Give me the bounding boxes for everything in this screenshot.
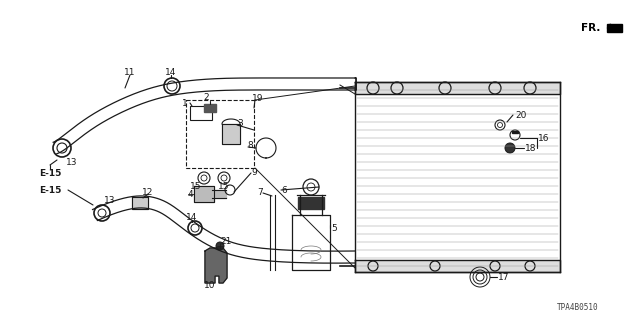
- Text: 15: 15: [190, 181, 202, 190]
- Text: 18: 18: [525, 143, 536, 153]
- Text: 16: 16: [538, 133, 550, 142]
- Text: 14: 14: [165, 68, 177, 76]
- Bar: [190, 106, 212, 120]
- Text: 8: 8: [247, 140, 253, 149]
- Polygon shape: [222, 124, 240, 144]
- Text: FR.: FR.: [580, 23, 600, 33]
- Polygon shape: [355, 82, 560, 94]
- Polygon shape: [512, 131, 518, 133]
- Bar: [186, 100, 254, 168]
- Circle shape: [216, 242, 224, 250]
- Text: 3: 3: [237, 118, 243, 127]
- Text: E-15: E-15: [39, 169, 61, 178]
- Polygon shape: [607, 24, 622, 32]
- Polygon shape: [212, 190, 226, 198]
- Text: E-15: E-15: [39, 186, 61, 195]
- Text: 13: 13: [104, 196, 116, 204]
- Text: 21: 21: [220, 236, 232, 245]
- Text: 4: 4: [187, 189, 193, 198]
- Text: 20: 20: [515, 110, 526, 119]
- Circle shape: [505, 143, 515, 153]
- Text: 7: 7: [257, 188, 263, 196]
- Text: 2: 2: [203, 92, 209, 101]
- Text: TPA4B0510: TPA4B0510: [557, 302, 599, 311]
- Text: 10: 10: [204, 281, 216, 290]
- Polygon shape: [205, 248, 227, 283]
- Text: 15: 15: [218, 181, 230, 190]
- Text: 14: 14: [186, 212, 198, 221]
- Text: 9: 9: [251, 167, 257, 177]
- Text: 11: 11: [124, 68, 136, 76]
- Text: 17: 17: [498, 273, 509, 282]
- Polygon shape: [194, 186, 214, 202]
- Text: 12: 12: [142, 188, 154, 196]
- Text: 5: 5: [331, 223, 337, 233]
- Polygon shape: [132, 197, 148, 209]
- Text: 6: 6: [281, 186, 287, 195]
- Text: 1: 1: [182, 99, 188, 108]
- Text: 13: 13: [67, 157, 77, 166]
- Polygon shape: [204, 104, 216, 112]
- Polygon shape: [355, 260, 560, 272]
- Text: 19: 19: [252, 93, 264, 102]
- Polygon shape: [298, 197, 324, 209]
